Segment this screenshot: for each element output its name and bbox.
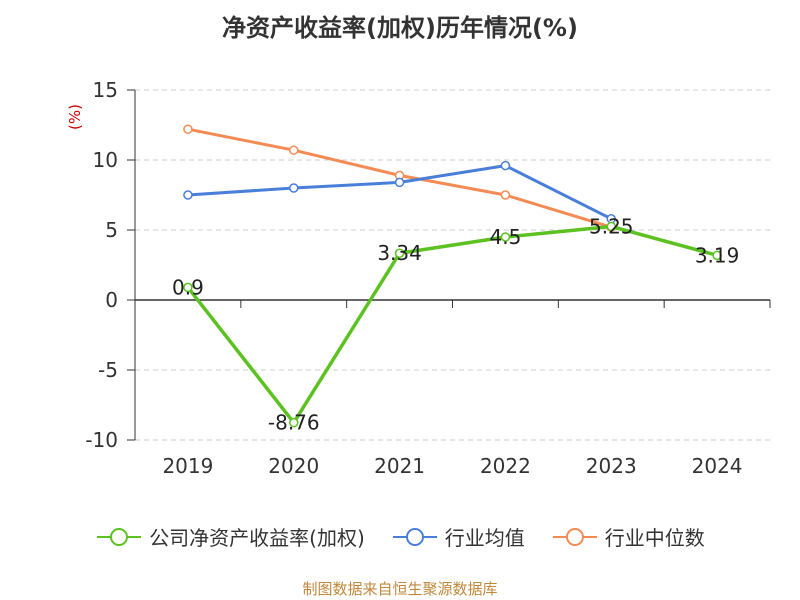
series-line-0: [186, 224, 718, 425]
data-point: [606, 221, 616, 232]
data-point: [289, 183, 299, 193]
y-tick-label: -10: [85, 428, 118, 452]
data-point: [289, 417, 299, 428]
legend-label-company: 公司净资产收益率(加权): [149, 526, 365, 550]
legend-marker-icon: [392, 527, 437, 546]
data-label: 4.5: [490, 225, 522, 249]
data-point: [712, 250, 722, 261]
data-label: 5.25: [589, 215, 634, 239]
data-label: 0.9: [172, 275, 204, 299]
line-chart: -10 -5 0 5 10 15 2019 2020 2021 2022 2023 2024 0.9 -8…: [85, 78, 771, 478]
y-tick-label: -5: [98, 358, 118, 382]
x-tick-label: 2021: [374, 454, 425, 478]
data-point: [183, 282, 193, 293]
data-point: [500, 190, 511, 200]
y-tick-label: 15: [93, 78, 118, 102]
data-label: 3.19: [695, 243, 740, 267]
legend-marker-icon: [552, 527, 597, 546]
x-tick-label: 2024: [692, 454, 743, 478]
data-label: -8.76: [268, 411, 320, 435]
data-point: [289, 145, 299, 155]
legend: 公司净资产收益率(加权) 行业均值 行业中位数: [0, 522, 800, 551]
data-point: [394, 248, 405, 258]
x-tick-label: 2019: [162, 454, 213, 478]
data-point: [183, 190, 193, 200]
y-tick-label: 10: [93, 148, 118, 172]
legend-label-industry-mean: 行业均值: [444, 526, 525, 550]
data-label: 3.34: [377, 241, 422, 265]
legend-item-industry-median[interactable]: 行业中位数: [551, 522, 705, 551]
legend-item-industry-mean[interactable]: 行业均值: [391, 522, 525, 551]
data-point: [500, 232, 511, 242]
data-point: [394, 177, 405, 188]
data-point: [500, 160, 511, 171]
legend-marker-icon: [97, 527, 142, 546]
legend-label-industry-median: 行业中位数: [604, 526, 705, 550]
x-tick-label: 2023: [586, 454, 637, 478]
chart-title: 净资产收益率(加权)历年情况(%): [222, 14, 578, 42]
data-source-note: 制图数据来自恒生聚源数据库: [302, 580, 498, 598]
x-tick-label: 2022: [480, 454, 531, 478]
y-tick-label: 5: [105, 218, 118, 242]
data-point: [183, 124, 193, 134]
legend-item-company[interactable]: 公司净资产收益率(加权): [95, 522, 365, 551]
x-tick-label: 2020: [268, 454, 319, 478]
y-tick-label: 0: [105, 288, 118, 312]
